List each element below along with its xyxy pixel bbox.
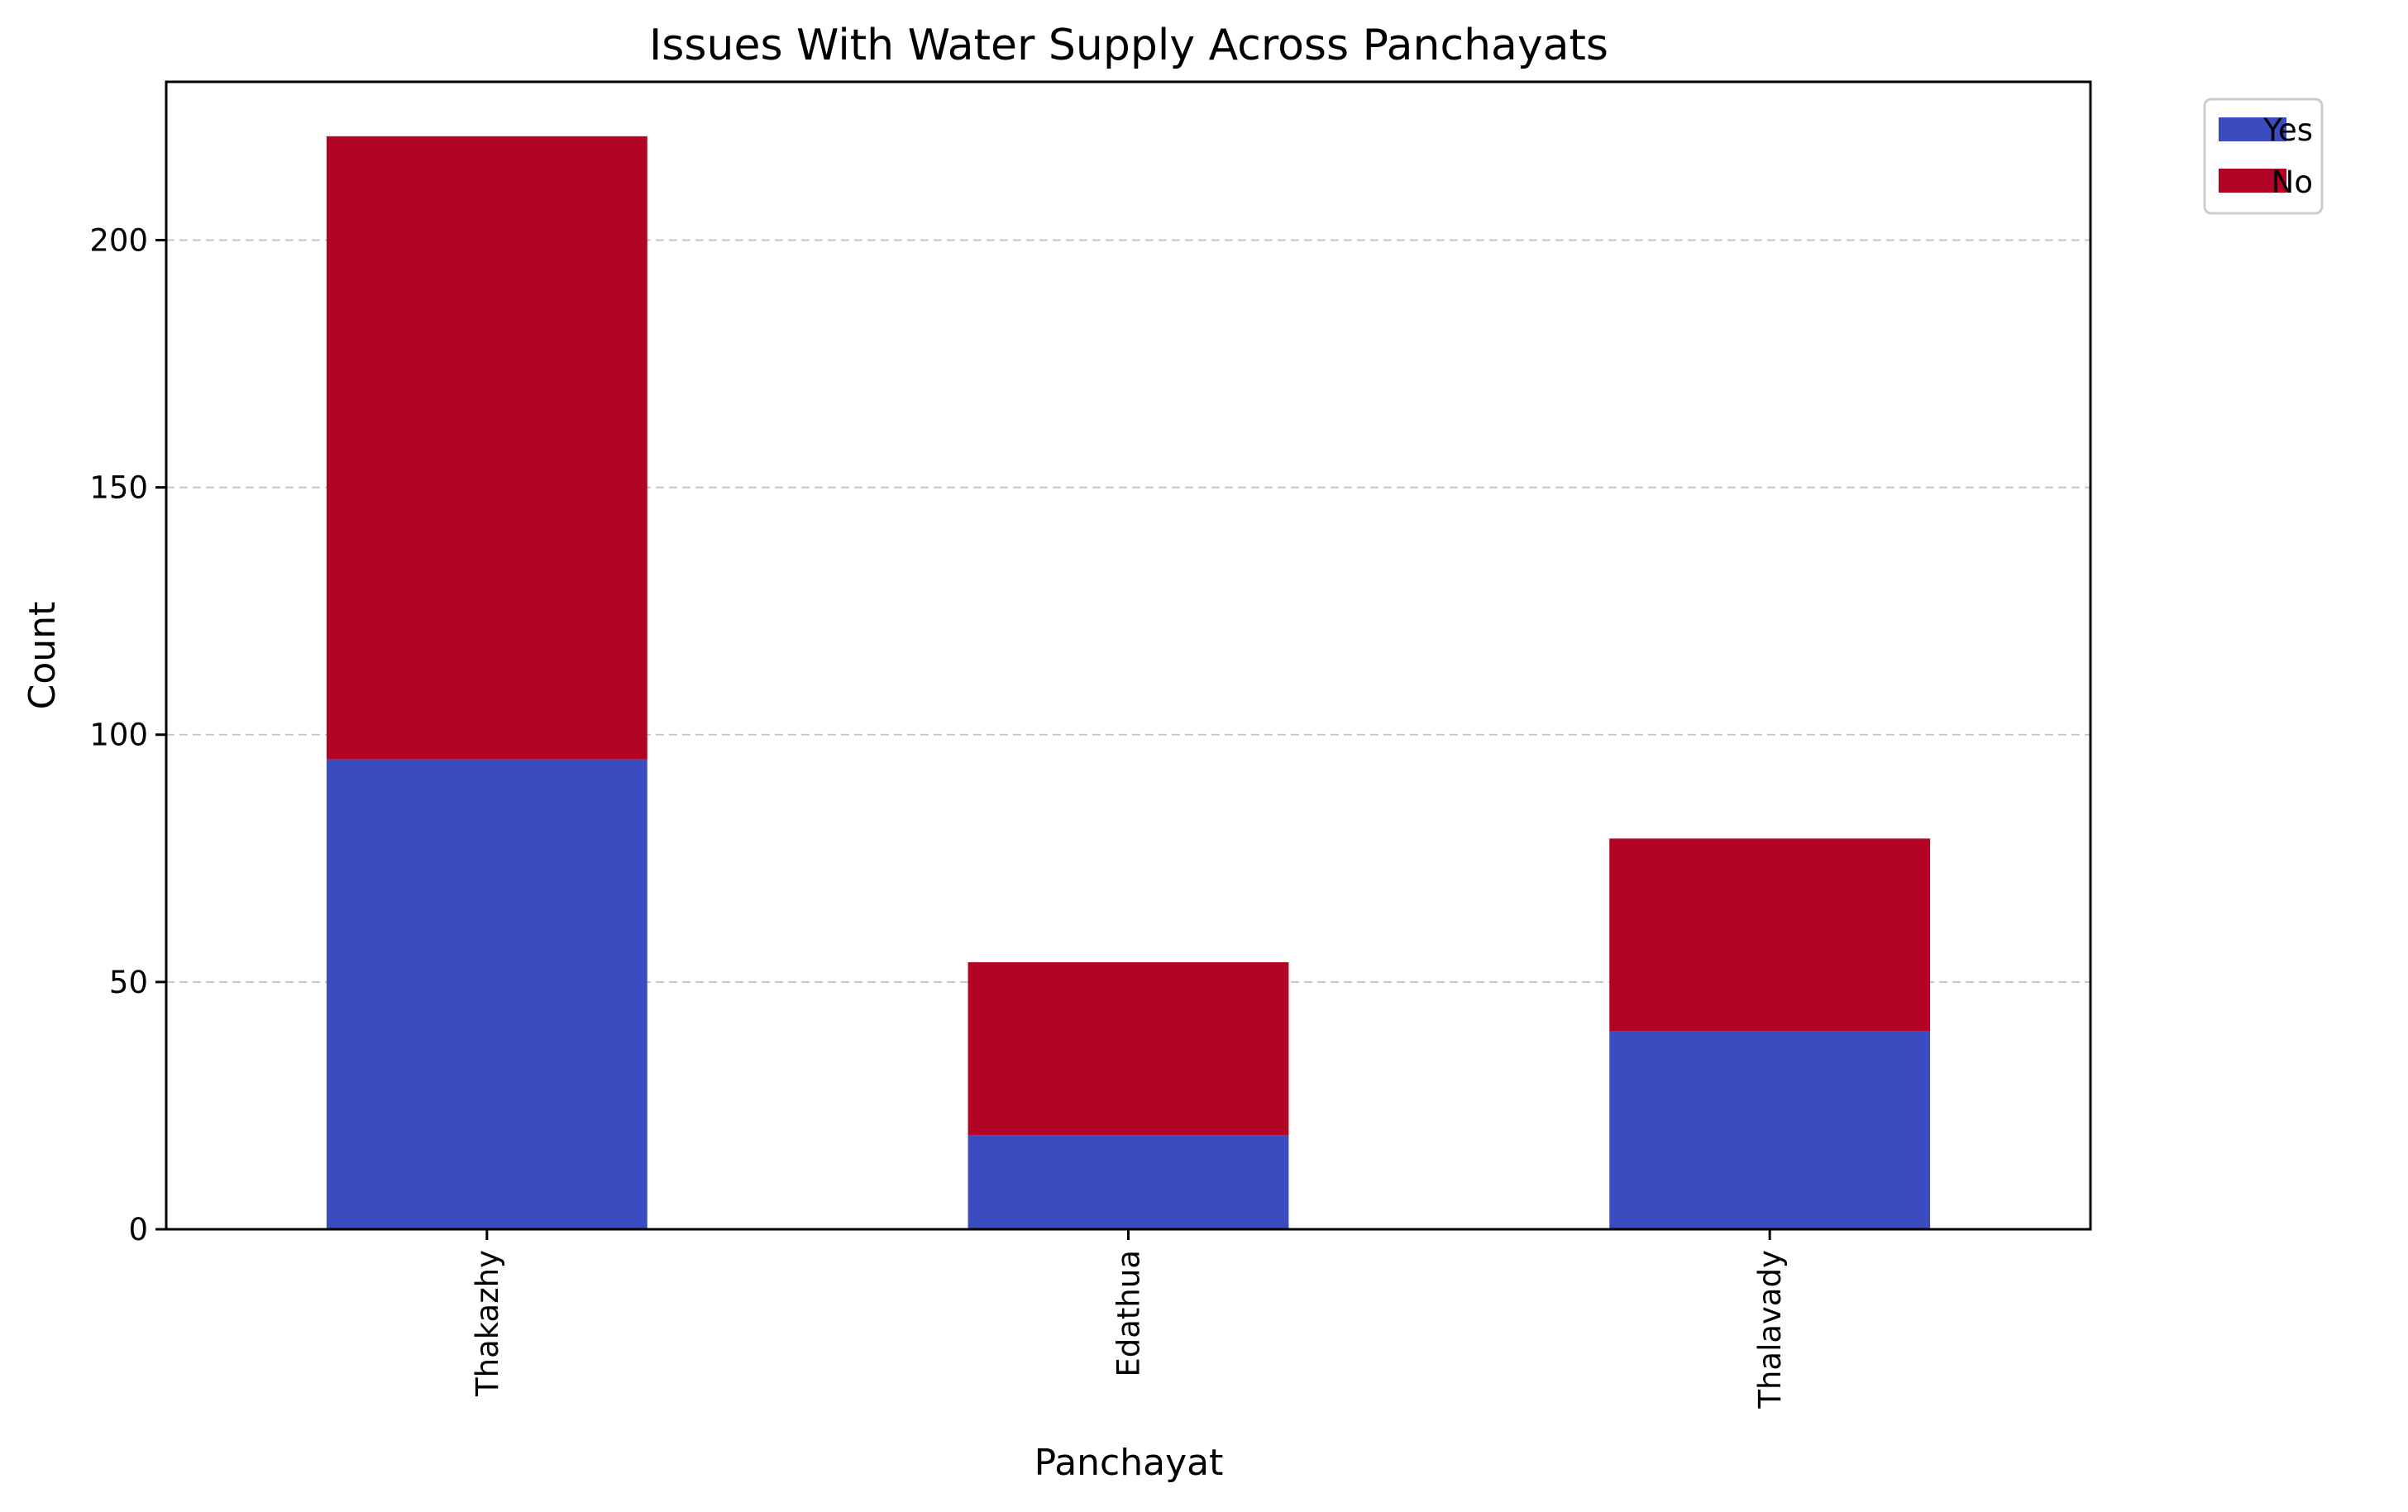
bar-no-thakazhy — [326, 136, 647, 760]
bar-no-edathua — [967, 961, 1289, 1136]
legend-swatch-no — [2219, 169, 2286, 193]
chart-title: Issues With Water Supply Across Panchaya… — [649, 21, 1608, 70]
y-axis-label: Count — [22, 602, 64, 710]
y-tick-label: 150 — [89, 470, 148, 506]
y-tick-label: 100 — [89, 718, 148, 753]
y-tick-label: 200 — [89, 222, 148, 258]
x-tick-label: Edathua — [1111, 1250, 1147, 1377]
bar-yes-thakazhy — [326, 759, 647, 1229]
x-axis-label: Panchayat — [1034, 1442, 1224, 1484]
x-tick-label: Thalavady — [1752, 1250, 1788, 1409]
y-tick-label: 50 — [109, 965, 148, 1000]
x-axis-ticks: Thakazhy Edathua Thalavady — [470, 1229, 1788, 1409]
legend-swatch-yes — [2219, 117, 2286, 141]
bar-no-thalavady — [1609, 838, 1931, 1032]
legend: Yes No — [2203, 98, 2324, 215]
legend-label-yes: Yes — [2262, 112, 2313, 148]
y-axis-ticks: 0 50 100 150 200 — [89, 222, 166, 1247]
bars — [326, 136, 1931, 1229]
bar-yes-thalavady — [1609, 1031, 1931, 1229]
legend-label-no: No — [2272, 165, 2313, 200]
x-tick-label: Thakazhy — [470, 1250, 505, 1397]
bar-yes-edathua — [967, 1135, 1289, 1229]
y-tick-label: 0 — [128, 1212, 148, 1247]
